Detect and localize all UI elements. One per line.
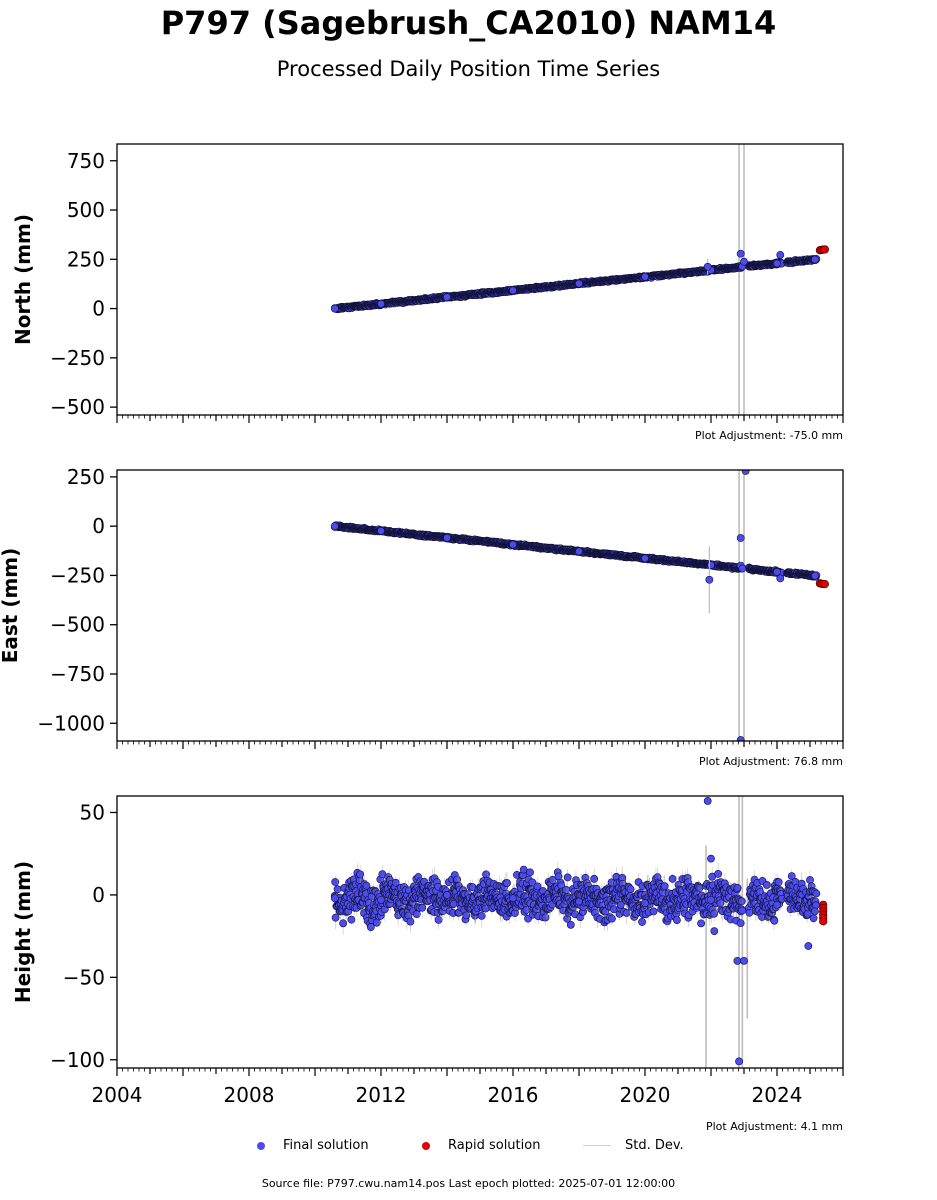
final-solution-point [738,906,747,915]
final-solution-point [626,885,635,894]
final-solution-point [377,527,385,535]
rapid-solution-point [820,580,829,589]
final-solution-point [362,881,371,890]
plot-frame [116,469,844,742]
final-solution-point [616,901,625,909]
final-solution-point [477,911,486,920]
final-solution-point [697,919,705,928]
final-solution-point [366,923,375,932]
final-solution-point [762,881,771,889]
final-solution-point [356,870,365,879]
y-tick-label: 750 [67,149,105,173]
final-solution-point [449,900,458,908]
final-solution-point [443,293,451,302]
y-tick-label: 500 [67,198,105,222]
final-solution-point [575,279,583,288]
final-solution-point [509,286,517,295]
final-solution-point [519,865,528,874]
final-solution-point [509,540,517,549]
outlier-point [736,534,745,542]
plot-adjustment-label: Plot Adjustment: -75.0 mm [695,429,843,442]
final-solution-point [590,874,599,883]
y-axis-label: East (mm) [0,548,22,664]
final-solution-point [733,883,742,892]
y-tick-label: 0 [92,297,105,321]
final-solution-point [526,868,534,877]
final-solution-point [668,874,677,883]
final-solution-point [773,567,781,576]
outlier-point [736,249,745,258]
final-solution-point [714,869,723,878]
final-solution-point [434,915,443,924]
final-solution-point [673,916,681,925]
final-solution-point [533,882,542,891]
outlier-point [740,257,748,266]
plot-area-1 [330,144,829,415]
final-solution-point [443,533,451,542]
rapid-solution-point [820,245,829,254]
plot-adjustment-label: Plot Adjustment: 76.8 mm [699,755,843,768]
outlier-point [736,736,745,741]
outlier-point [738,564,747,573]
final-solution-point [811,255,819,264]
final-solution-point [330,522,339,531]
final-solution-point [638,918,646,926]
final-solution-point [773,259,781,268]
final-solution-point [737,897,746,906]
outlier-point [705,575,714,584]
chart-title: P797 (Sagebrush_CA2010) NAM14 [160,4,777,42]
final-solution-point [575,547,583,556]
final-solution-point [649,907,658,916]
final-solution-point [736,919,745,928]
y-tick-label: 250 [67,465,105,489]
y-tick-label: 0 [92,514,105,538]
outlier-point [776,574,785,583]
outlier-point [703,262,712,271]
final-solution-point [331,913,340,922]
final-solution-point [418,903,427,912]
final-solution-point [608,914,616,923]
final-solution-point [770,916,779,925]
final-solution-point [710,909,719,918]
final-solution-point [528,878,537,887]
final-solution-point [406,917,415,926]
final-solution-point [339,919,348,928]
plot-area-3 [330,796,828,1068]
plot-frame [116,143,844,416]
y-tick-label: −750 [50,662,105,686]
final-solution-point [660,882,669,891]
final-solution-point [641,272,649,281]
y-tick-label: 250 [67,247,105,271]
final-solution-point [563,873,572,882]
chart-subtitle: Processed Daily Position Time Series [276,57,661,81]
y-tick-label: −500 [50,613,105,637]
y-tick-label: −250 [50,563,105,587]
final-solution-point [641,554,649,563]
outlier-point [741,470,750,475]
final-solution-point [522,906,531,914]
final-solution-point [811,571,819,580]
final-solution-point [707,561,715,569]
final-solution-point [481,904,490,913]
outlier-point [776,251,785,259]
y-tick-label: −500 [50,395,105,419]
final-solution-point [716,899,725,908]
final-solution-point [377,299,385,308]
final-solution-point [503,879,511,887]
final-solution-point [331,878,340,886]
plot-area-2 [330,470,829,741]
final-solution-point [566,920,575,929]
final-solution-point [622,909,631,917]
y-tick-label: −250 [50,346,105,370]
final-solution-point [774,878,783,886]
final-solution-point [347,915,356,924]
final-solution-point [330,304,339,313]
y-tick-label: −1000 [37,711,105,735]
y-axis-label: North (mm) [11,214,35,345]
